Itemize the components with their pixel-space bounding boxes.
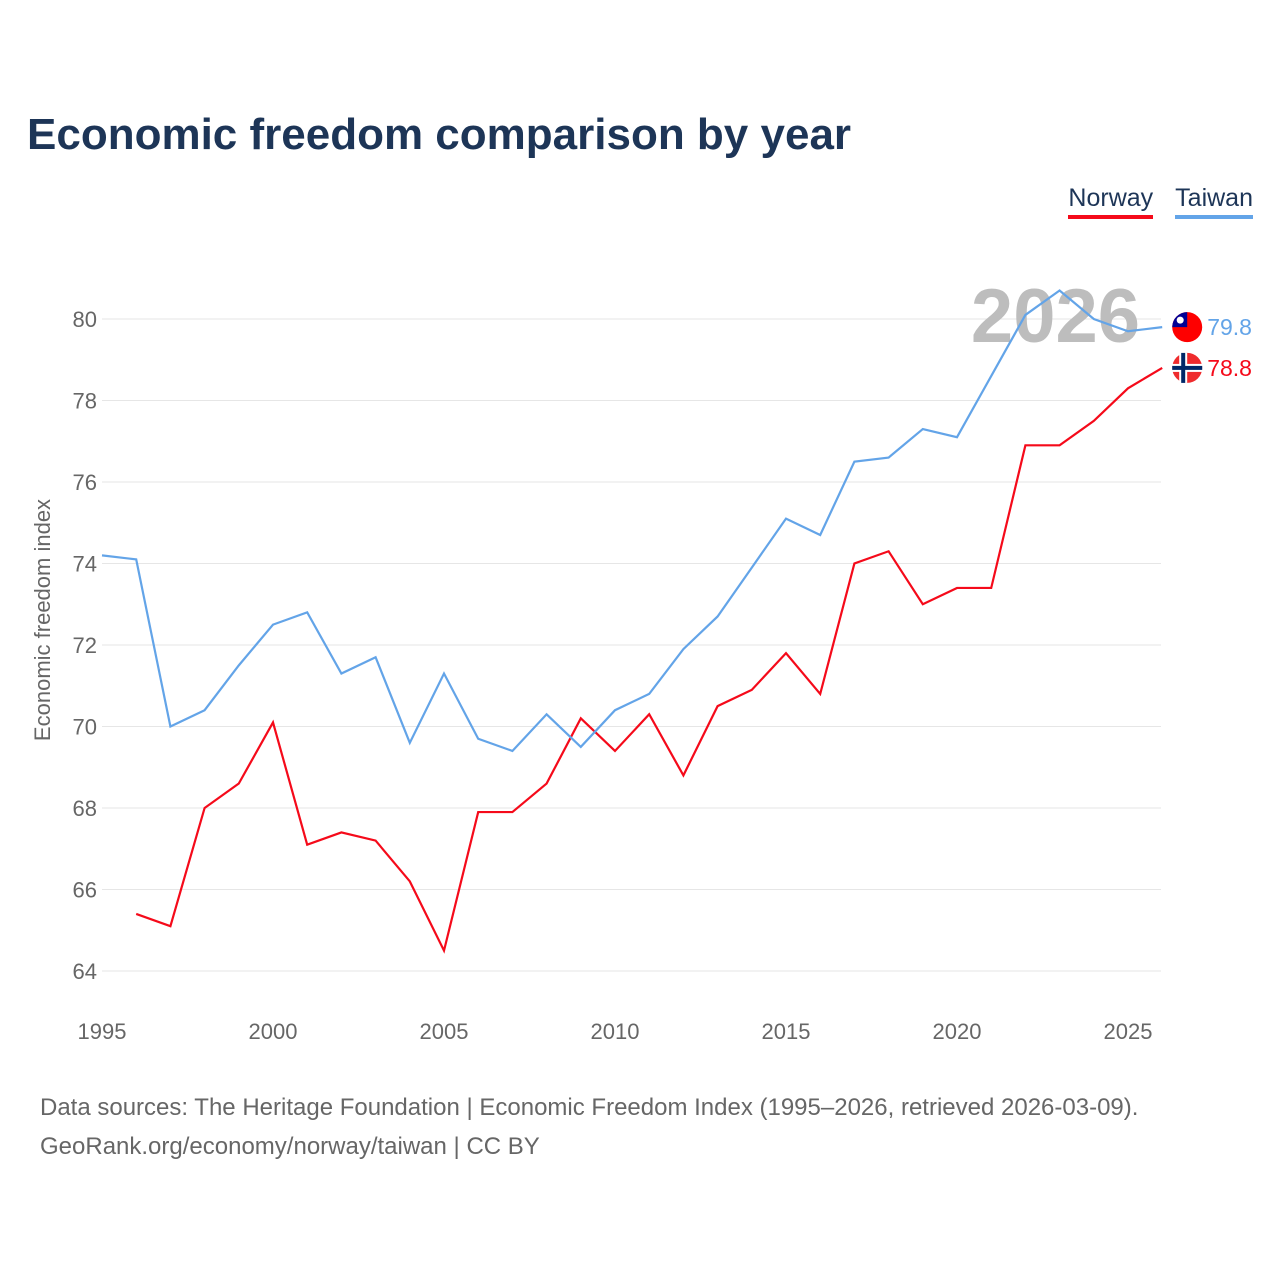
x-tick-label: 2000 — [249, 1019, 298, 1044]
end-value-label-norway: 78.8 — [1207, 355, 1252, 381]
y-tick-label: 74 — [73, 552, 97, 577]
y-tick-label: 80 — [73, 307, 97, 332]
chart-title: Economic freedom comparison by year — [27, 110, 852, 159]
taiwan-flag-icon — [1172, 312, 1203, 343]
x-tick-label: 2020 — [933, 1019, 982, 1044]
x-tick-label: 2015 — [762, 1019, 811, 1044]
series-line-taiwan — [101, 289, 1163, 753]
x-tick-label: 1995 — [78, 1019, 127, 1044]
series-line-norway — [135, 366, 1163, 954]
x-tick-label: 2025 — [1104, 1019, 1153, 1044]
legend-taiwan[interactable]: Taiwan — [1175, 184, 1253, 219]
y-tick-label: 66 — [73, 878, 97, 903]
y-tick-label: 70 — [73, 715, 97, 740]
y-tick-label: 78 — [73, 389, 97, 414]
x-tick-label: 2005 — [420, 1019, 469, 1044]
legend-norway[interactable]: Norway — [1068, 184, 1154, 219]
footer: Data sources: The Heritage Foundation | … — [40, 1088, 1138, 1166]
source-link: GeoRank.org/economy/norway/taiwan | CC B… — [40, 1133, 540, 1160]
data-source: Data sources: The Heritage Foundation | … — [40, 1094, 1139, 1121]
legend: Norway Taiwan — [1068, 184, 1253, 219]
y-axis-label: Economic freedom index — [30, 499, 55, 741]
y-tick-label: 72 — [73, 633, 97, 658]
y-tick-label: 68 — [73, 796, 97, 821]
year-watermark: 2026 — [971, 274, 1140, 359]
x-tick-label: 2010 — [591, 1019, 640, 1044]
y-tick-label: 76 — [73, 470, 97, 495]
end-value-label-taiwan: 79.8 — [1207, 314, 1252, 340]
norway-flag-icon — [1172, 352, 1203, 383]
y-tick-label: 64 — [73, 959, 97, 984]
